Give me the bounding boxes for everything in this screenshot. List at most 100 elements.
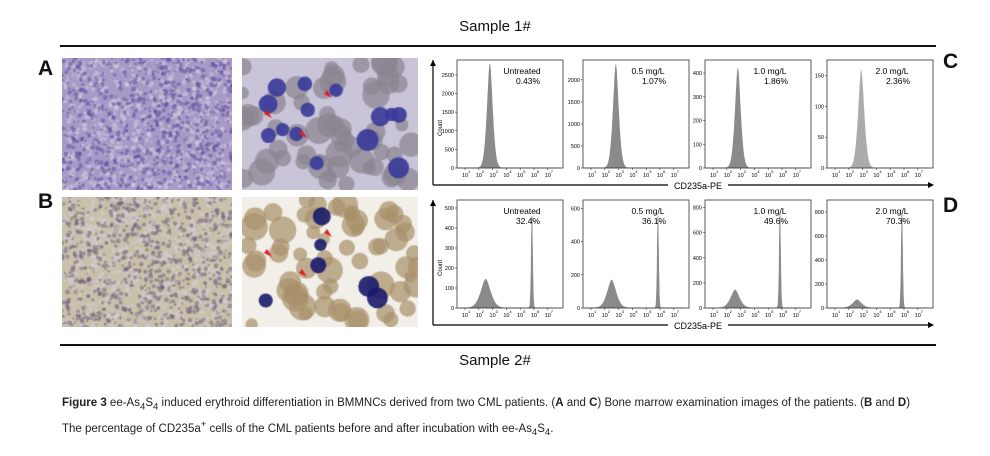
x-tick-label: 10 — [643, 313, 649, 319]
y-tick-label: 500 — [571, 144, 580, 150]
x-tick-exponent: 5 — [523, 169, 526, 174]
y-tick-label: 800 — [815, 210, 824, 216]
caption-ref: A — [555, 397, 564, 409]
condition-label: 2.0 mg/L — [875, 66, 908, 76]
y-tick-label: 0 — [577, 166, 580, 172]
micrograph-b-low — [62, 197, 232, 327]
histogram-frame — [704, 59, 812, 169]
flow-cytometry-histograms: CD235a-PECount05001000150020002500101102… — [430, 59, 934, 331]
x-axis-label: CD235a-PE — [674, 181, 722, 191]
percent-label: 2.36% — [886, 76, 911, 86]
x-tick-exponent: 4 — [509, 169, 512, 174]
y-tick-label: 200 — [445, 266, 454, 272]
x-tick-label: 10 — [671, 313, 677, 319]
y-tick-label: 200 — [693, 281, 702, 287]
panel-label-a: A — [38, 57, 54, 80]
y-tick-label: 1500 — [442, 110, 454, 116]
subscript: 4 — [531, 427, 538, 439]
x-tick-label: 10 — [629, 313, 635, 319]
x-tick-exponent: 6 — [785, 309, 788, 314]
y-tick-label: 0 — [699, 306, 702, 312]
y-tick-label: 800 — [693, 206, 702, 212]
caption-text: and — [563, 397, 590, 409]
x-tick-label: 10 — [873, 313, 879, 319]
y-tick-label: 500 — [445, 206, 454, 212]
subscript: 4 — [139, 401, 146, 413]
histogram-area — [584, 215, 685, 309]
x-tick-exponent: 7 — [921, 169, 924, 174]
y-tick-label: 100 — [693, 142, 702, 148]
x-tick-exponent: 5 — [893, 309, 896, 314]
figure-number: Figure 3 — [62, 397, 107, 409]
x-tick-label: 10 — [602, 173, 608, 179]
y-tick-label: 0 — [451, 166, 454, 172]
x-tick-exponent: 6 — [785, 169, 788, 174]
x-tick-exponent: 7 — [551, 309, 554, 314]
percent-label: 70.3% — [886, 216, 911, 226]
x-tick-exponent: 5 — [649, 309, 652, 314]
x-tick-label: 10 — [738, 313, 744, 319]
x-tick-label: 10 — [779, 173, 785, 179]
x-tick-exponent: 7 — [677, 169, 680, 174]
y-tick-label: 0 — [699, 166, 702, 172]
arrow-head — [928, 182, 934, 188]
x-tick-label: 10 — [503, 313, 509, 319]
condition-label: 1.0 mg/L — [753, 206, 786, 216]
x-tick-label: 10 — [531, 173, 537, 179]
x-tick-label: 10 — [724, 173, 730, 179]
subscript: 4 — [152, 401, 159, 413]
x-tick-exponent: 4 — [509, 309, 512, 314]
x-tick-exponent: 6 — [537, 169, 540, 174]
x-tick-label: 10 — [602, 313, 608, 319]
sample-2-title: Sample 2# — [459, 352, 531, 369]
y-tick-label: 200 — [815, 282, 824, 288]
y-tick-label: 100 — [445, 286, 454, 292]
percent-label: 49.6% — [764, 216, 789, 226]
sample-1-title: Sample 1# — [459, 18, 531, 35]
histogram-frame — [826, 59, 934, 169]
x-tick-exponent: 3 — [622, 169, 625, 174]
x-tick-exponent: 5 — [523, 309, 526, 314]
arrow-head — [430, 200, 436, 206]
x-tick-label: 10 — [462, 313, 468, 319]
y-tick-label: 400 — [693, 71, 702, 77]
figure-caption: Figure 3 ee-As4S4 induced erythroid diff… — [62, 397, 911, 439]
x-tick-label: 10 — [671, 173, 677, 179]
x-tick-exponent: 2 — [608, 309, 611, 314]
y-tick-label: 500 — [445, 147, 454, 153]
condition-label: 0.5 mg/L — [631, 66, 664, 76]
panel-label-d: D — [943, 194, 959, 217]
x-tick-label: 10 — [765, 173, 771, 179]
micrograph-a-high — [242, 58, 418, 190]
y-tick-label: 0 — [821, 306, 824, 312]
subscript: 4 — [544, 427, 551, 439]
x-tick-exponent: 1 — [838, 309, 841, 314]
histogram-area — [706, 68, 807, 169]
caption-ref: D — [897, 397, 907, 409]
y-tick-label: 150 — [815, 73, 824, 79]
x-tick-exponent: 4 — [879, 309, 882, 314]
caption-text: S — [537, 423, 545, 436]
x-tick-label: 10 — [616, 173, 622, 179]
x-tick-label: 10 — [657, 313, 663, 319]
bottom-divider — [60, 344, 936, 346]
caption-text: S — [145, 397, 153, 409]
x-tick-exponent: 3 — [866, 169, 869, 174]
x-tick-label: 10 — [860, 173, 866, 179]
superscript: + — [200, 419, 207, 431]
percent-label: 1.86% — [764, 76, 789, 86]
x-tick-exponent: 2 — [852, 169, 855, 174]
x-tick-label: 10 — [724, 313, 730, 319]
x-tick-label: 10 — [616, 313, 622, 319]
x-tick-exponent: 6 — [663, 309, 666, 314]
percent-label: 0.43% — [516, 76, 541, 86]
x-tick-label: 10 — [860, 313, 866, 319]
percent-label: 1.07% — [642, 76, 667, 86]
y-tick-label: 400 — [693, 256, 702, 262]
x-tick-label: 10 — [517, 173, 523, 179]
x-tick-exponent: 4 — [757, 309, 760, 314]
histogram-frame — [826, 199, 934, 309]
x-tick-exponent: 1 — [716, 309, 719, 314]
x-tick-label: 10 — [832, 313, 838, 319]
